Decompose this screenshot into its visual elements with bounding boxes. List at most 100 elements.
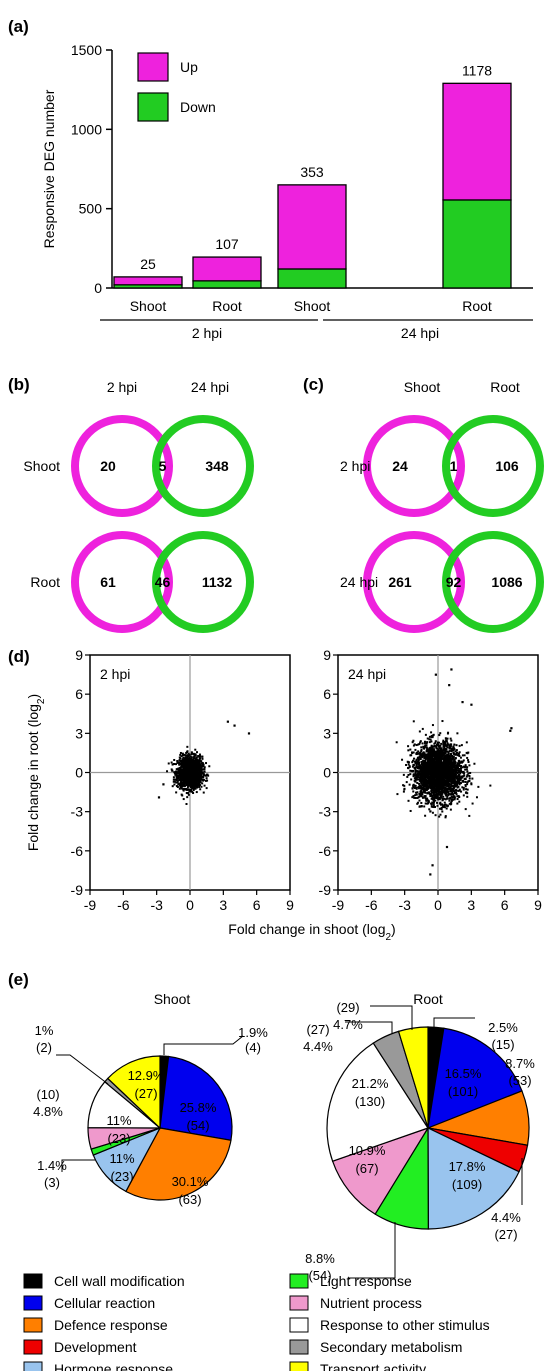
scatter-point [186, 759, 189, 762]
scatter-point [195, 791, 198, 794]
scatter-point [439, 813, 442, 816]
scatter-point [427, 763, 430, 766]
scatter-point [440, 761, 443, 764]
scatter-point [463, 754, 466, 757]
scatter-point [431, 811, 434, 814]
scatter-point [450, 784, 453, 787]
scatter-point [412, 783, 415, 786]
scatter-point [437, 793, 440, 796]
scatter-point [423, 746, 426, 749]
x-tick-label: 9 [534, 897, 542, 913]
scatter-point [465, 788, 468, 791]
scatter-point [462, 794, 465, 797]
scatter-point [427, 756, 430, 759]
scatter-point [421, 756, 424, 759]
scatter-point [448, 788, 451, 791]
scatter-point [426, 787, 429, 790]
scatter-point [423, 766, 426, 769]
scatter-point [403, 784, 406, 787]
scatter-point [189, 786, 192, 789]
scatter-point [197, 780, 200, 783]
scatter-point [433, 796, 436, 799]
scatter-point [442, 743, 445, 746]
scatter-point [445, 750, 448, 753]
y-tick-label: 9 [323, 647, 331, 663]
scatter-point [413, 757, 416, 760]
pie-leader-line [163, 1035, 244, 1055]
scatter-point [186, 751, 189, 754]
scatter-point [415, 751, 418, 754]
scatter-point [435, 791, 438, 794]
scatter-point [448, 765, 451, 768]
scatter-point [192, 764, 195, 767]
scatter-point [445, 767, 448, 770]
scatter-point [195, 782, 198, 785]
bar-total-label: 25 [140, 256, 156, 272]
scatter-point [402, 784, 405, 787]
scatter-point [195, 751, 198, 754]
scatter-point [182, 771, 185, 774]
scatter-point [433, 800, 436, 803]
pie-slice-percent: 1.9% [238, 1025, 268, 1040]
scatter-point [182, 778, 185, 781]
scatter-point [247, 732, 251, 735]
scatter-point [451, 787, 454, 790]
scatter-point [424, 733, 427, 736]
legend-swatch [23, 1273, 43, 1289]
venn-right-count: 106 [495, 458, 519, 474]
scatter-point [436, 742, 439, 745]
scatter-point [450, 802, 453, 805]
scatter-point [462, 771, 465, 774]
scatter-point [429, 783, 432, 786]
scatter-point [429, 768, 432, 771]
scatter-point [173, 758, 176, 761]
scatter-point [423, 776, 426, 779]
scatter-point [442, 782, 445, 785]
scatter-point [446, 746, 449, 749]
scatter-point [454, 770, 457, 773]
scatter-point [201, 755, 204, 758]
scatter-point [445, 791, 448, 794]
scatter-point [453, 777, 456, 780]
scatter-point [425, 779, 428, 782]
scatter-point [453, 783, 456, 786]
scatter-subplot-label: 2 hpi [100, 666, 130, 682]
scatter-point [439, 803, 442, 806]
legend-label-up: Up [180, 59, 198, 75]
scatter-points [395, 668, 513, 876]
scatter-point [436, 755, 439, 758]
venn-column-label: 24 hpi [191, 379, 229, 395]
scatter-point [444, 758, 447, 761]
scatter-point [442, 773, 445, 776]
scatter-point [197, 768, 200, 771]
scatter-point [427, 799, 430, 802]
scatter-point [178, 784, 181, 787]
legend-label: Light response [320, 1273, 412, 1289]
scatter-point [175, 779, 178, 782]
scatter-point [433, 764, 436, 767]
scatter-point [197, 760, 200, 763]
scatter-point [428, 757, 431, 760]
scatter-point [431, 798, 434, 801]
scatter-point [174, 771, 177, 774]
pie-slice-count: (15) [491, 1037, 514, 1052]
scatter-point [418, 743, 421, 746]
scatter-point [424, 758, 427, 761]
scatter-point [427, 750, 430, 753]
scatter-point [430, 754, 433, 757]
scatter-point [448, 799, 451, 802]
venn-right-count: 1132 [202, 574, 233, 590]
scatter-point [412, 751, 415, 754]
scatter-point [415, 793, 418, 796]
scatter-point [445, 763, 448, 766]
scatter-point [186, 745, 189, 748]
scatter-point [425, 744, 428, 747]
scatter-point [185, 771, 188, 774]
scatter-point [444, 816, 447, 819]
scatter-point [424, 788, 427, 791]
scatter-point [202, 776, 205, 779]
scatter-point [418, 767, 421, 770]
scatter-point [424, 783, 427, 786]
scatter-point [434, 754, 437, 757]
pie-leader-line [56, 1054, 109, 1085]
